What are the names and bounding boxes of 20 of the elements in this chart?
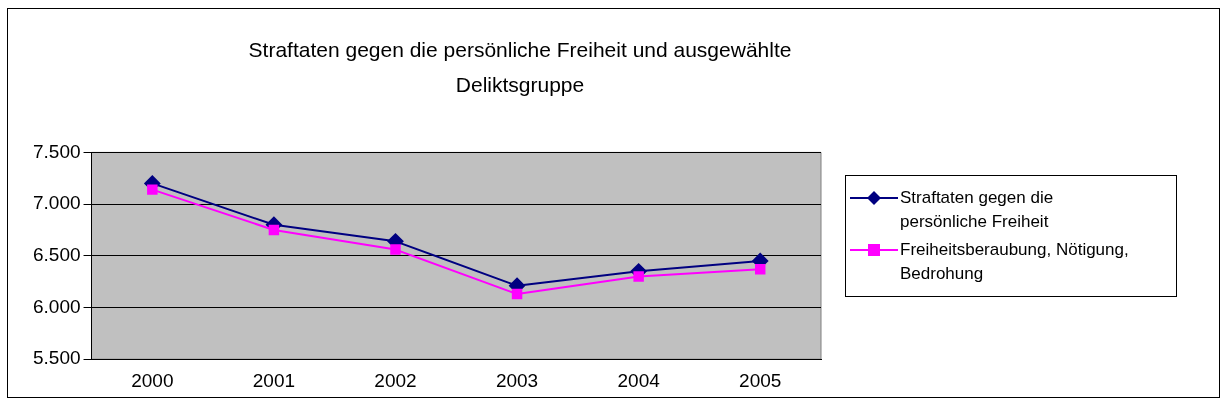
x-tick-label: 2004	[617, 369, 661, 391]
point	[268, 224, 280, 236]
x-tick-label: 2005	[739, 369, 782, 391]
point	[147, 184, 158, 195]
chart-title: Straftaten gegen die persönliche Freiheit und ausgewählte Deliktsgruppe	[247, 37, 793, 98]
y-tick-label: 7.000	[33, 192, 81, 214]
x-tick-label: 2001	[252, 369, 296, 391]
legend-label: Straftaten gegen die persönliche Freiheit	[900, 187, 1055, 233]
x-tick-label: 2003	[495, 369, 539, 391]
point	[633, 271, 644, 282]
point	[754, 264, 766, 275]
point	[390, 244, 401, 255]
y-tick-label: 5.500	[33, 347, 81, 369]
y-tick-label: 6.500	[33, 244, 81, 266]
x-tick-label: 2000	[131, 369, 174, 391]
x-tick-label: 2002	[374, 369, 417, 391]
legend-label: Freiheitsberaubung, Nötigung, Bedrohung	[900, 239, 1130, 285]
point	[511, 288, 523, 300]
y-tick-label: 6.000	[33, 295, 81, 317]
y-tick-label: 7.500	[33, 140, 81, 162]
